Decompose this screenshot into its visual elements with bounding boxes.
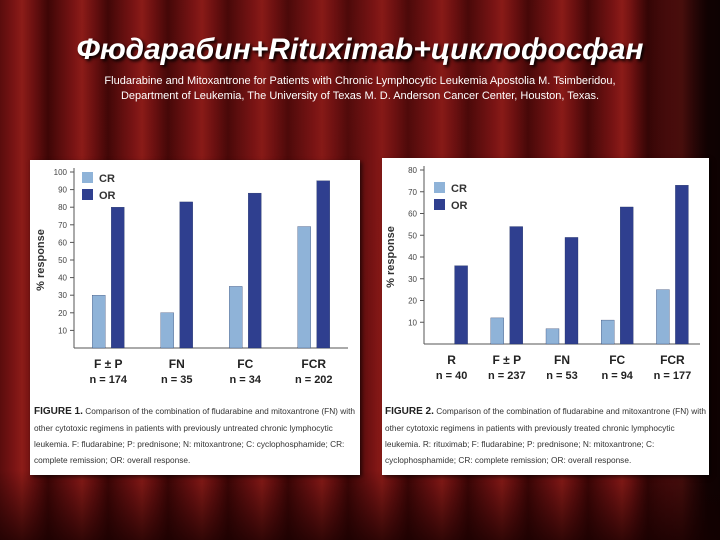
fig2-y-tick-label: 50: [408, 231, 417, 240]
fig1-category-label: F ± P: [94, 357, 123, 371]
slide-subtitle-line1: Fludarabine and Mitoxantrone for Patient…: [104, 75, 616, 87]
fig2-legend-swatch-or: [434, 199, 445, 210]
fig1-legend-label-or: OR: [99, 190, 116, 202]
fig2-bar-cr: [490, 317, 504, 345]
fig1-bar-cr: [297, 226, 311, 349]
fig2-n-label: n = 177: [654, 370, 692, 382]
stage-floor: [0, 470, 720, 540]
fig2-y-tick-label: 20: [408, 297, 417, 306]
fig2-bar-or: [564, 237, 579, 345]
fig2-n-label: n = 40: [436, 370, 468, 382]
fig2-bar-cr: [656, 289, 670, 345]
fig1-category-label: FN: [169, 357, 185, 371]
fig1-y-tick-label: 70: [58, 221, 67, 230]
fig2-y-axis-label: % response: [385, 226, 397, 288]
fig2-y-tick-label: 30: [408, 275, 417, 284]
figure-1-panel: 10 20 30 40 50 60 70 80 90 100 % response F ± P n = …: [30, 160, 360, 475]
fig1-bar-or: [316, 180, 330, 349]
figure-2-caption-text: Comparison of the combination of fludara…: [385, 406, 707, 465]
figure-1-caption: FIGURE 1. Comparison of the combination …: [34, 403, 356, 468]
fig1-y-tick-label: 80: [58, 203, 67, 212]
fig1-y-tick-label: 20: [58, 309, 67, 318]
fig1-bar-or: [111, 207, 125, 349]
fig1-bar-or: [179, 201, 193, 349]
fig1-legend-swatch-cr: [82, 172, 93, 183]
slide-title: Фюдарабин+Rituximab+циклофосфан: [76, 33, 644, 66]
fig2-legend-swatch-cr: [434, 182, 445, 193]
fig2-bar-or: [454, 265, 468, 345]
fig1-y-tick-label: 60: [58, 238, 67, 247]
figure-2-caption-label: FIGURE 2.: [385, 406, 434, 417]
fig2-legend-label-or: OR: [451, 200, 468, 212]
fig1-y-tick-label: 40: [58, 274, 67, 283]
fig1-bar-cr: [160, 312, 174, 349]
fig1-category-label: FCR: [301, 357, 326, 371]
fig1-y-tick-label: 10: [58, 326, 67, 335]
fig2-y-tick-label: 10: [408, 318, 417, 327]
fig1-legend-label-cr: CR: [99, 173, 115, 185]
fig2-y-tick-label: 40: [408, 253, 417, 262]
fig2-category-label: FC: [609, 353, 625, 367]
fig2-y-tick-label: 70: [408, 188, 417, 197]
fig2-bar-or: [509, 226, 523, 345]
fig2-n-label: n = 94: [601, 370, 633, 382]
fig2-y-tick-label: 80: [408, 166, 417, 175]
fig1-y-tick-label: 50: [58, 256, 67, 265]
fig1-n-label: n = 35: [161, 374, 193, 386]
fig2-legend-label-cr: CR: [451, 183, 467, 195]
fig2-category-label: FCR: [660, 353, 685, 367]
fig1-y-tick-label: 90: [58, 186, 67, 195]
fig2-bar-or: [620, 206, 634, 345]
fig1-n-label: n = 202: [295, 374, 333, 386]
fig1-y-tick-label: 100: [54, 168, 68, 177]
fig2-n-label: n = 237: [488, 370, 526, 382]
fig1-n-label: n = 34: [230, 374, 262, 386]
figure-2-chart: 10 20 30 40 50 60 70 80 % response Rn = 40 F ± P n …: [385, 166, 700, 382]
fig2-n-label: n = 53: [546, 370, 578, 382]
figure-1-caption-text: Comparison of the combination of fludara…: [34, 406, 356, 465]
fig1-bar-or: [248, 192, 262, 349]
fig2-bar-or: [675, 185, 689, 345]
fig1-y-axis-label: % response: [35, 229, 47, 291]
slide-subtitle-line2: Department of Leukemia, The University o…: [120, 90, 600, 102]
fig2-bar-cr: [601, 319, 615, 345]
fig1-bar-cr: [92, 295, 106, 349]
fig2-category-label: F ± P: [493, 353, 522, 367]
fig1-n-label: n = 174: [89, 374, 127, 386]
fig2-bar-cr: [545, 328, 560, 345]
fig1-category-label: FC: [237, 357, 253, 371]
fig2-category-label: R: [447, 353, 456, 367]
figure-1-caption-label: FIGURE 1.: [34, 406, 83, 417]
fig2-y-tick-label: 60: [408, 210, 417, 219]
fig1-y-tick-label: 30: [58, 291, 67, 300]
figure-2-caption: FIGURE 2. Comparison of the combination …: [385, 403, 706, 468]
fig2-category-label: FN: [554, 353, 570, 367]
fig1-legend-swatch-or: [82, 189, 93, 200]
figure-1-chart: 10 20 30 40 50 60 70 80 90 100 % response F ± P n = …: [35, 168, 348, 386]
fig1-bar-cr: [229, 286, 243, 349]
